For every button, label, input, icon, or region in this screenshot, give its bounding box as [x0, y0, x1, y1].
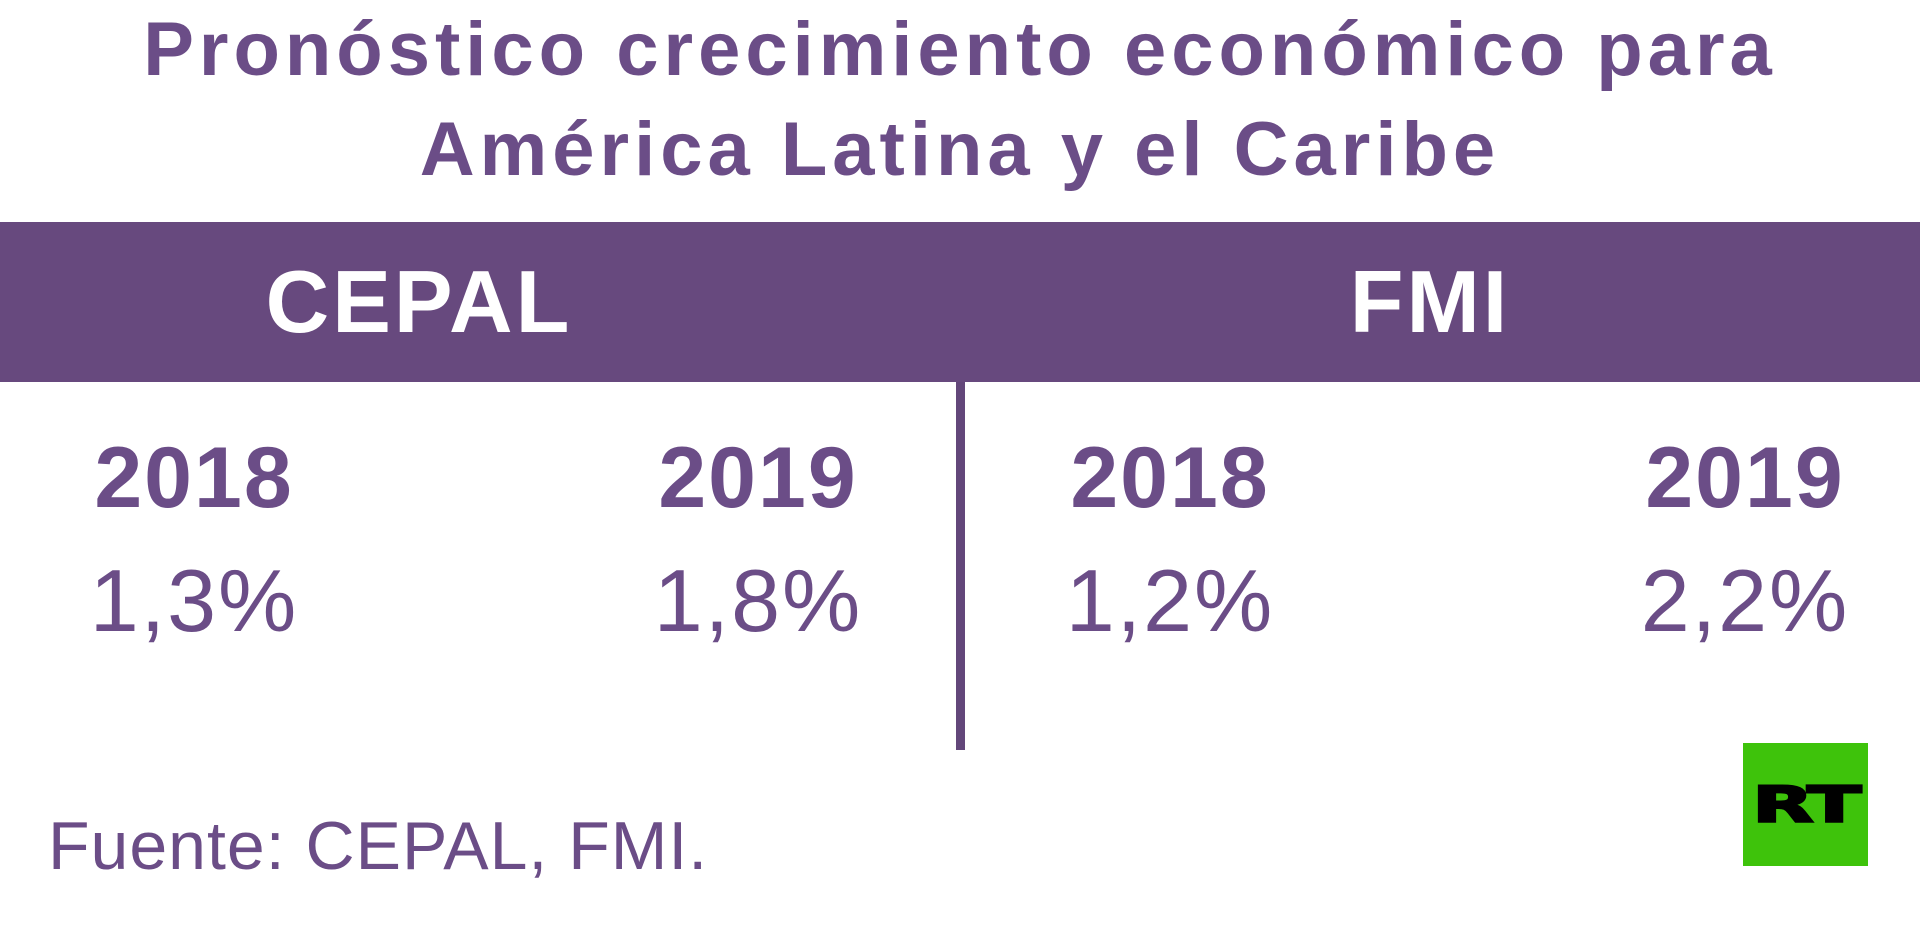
header-cell-fmi: FMI: [960, 222, 1920, 382]
page-title-line1: Pronóstico crecimiento económico para: [143, 7, 1777, 92]
data-column-fmi-2019: 2019 2,2%: [1641, 435, 1850, 645]
header-label-cepal: CEPAL: [265, 252, 573, 351]
column-group-divider: [956, 382, 965, 750]
page-title: Pronóstico crecimiento económico para Am…: [0, 0, 1920, 200]
forecast-value: 1,8%: [653, 551, 863, 650]
data-column-fmi-2018: 2018 1,2%: [1066, 435, 1275, 645]
header-band: CEPAL FMI: [0, 222, 1920, 382]
forecast-value: 1,3%: [89, 551, 299, 650]
page-title-line2: América Latina y el Caribe: [419, 107, 1501, 192]
header-label-fmi: FMI: [1349, 252, 1511, 351]
rt-logo-text: RT: [1751, 775, 1864, 834]
forecast-value: 2,2%: [1640, 551, 1850, 650]
year-label: 2018: [94, 430, 294, 526]
year-label: 2019: [1645, 430, 1845, 526]
source-text: Fuente: CEPAL, FMI.: [48, 808, 709, 884]
year-label: 2018: [1070, 430, 1270, 526]
year-label: 2019: [658, 430, 858, 526]
data-column-cepal-2018: 2018 1,3%: [90, 435, 299, 645]
rt-logo: RT: [1743, 743, 1868, 866]
header-cell-cepal: CEPAL: [0, 222, 960, 382]
data-column-cepal-2019: 2019 1,8%: [654, 435, 863, 645]
forecast-value: 1,2%: [1065, 551, 1275, 650]
